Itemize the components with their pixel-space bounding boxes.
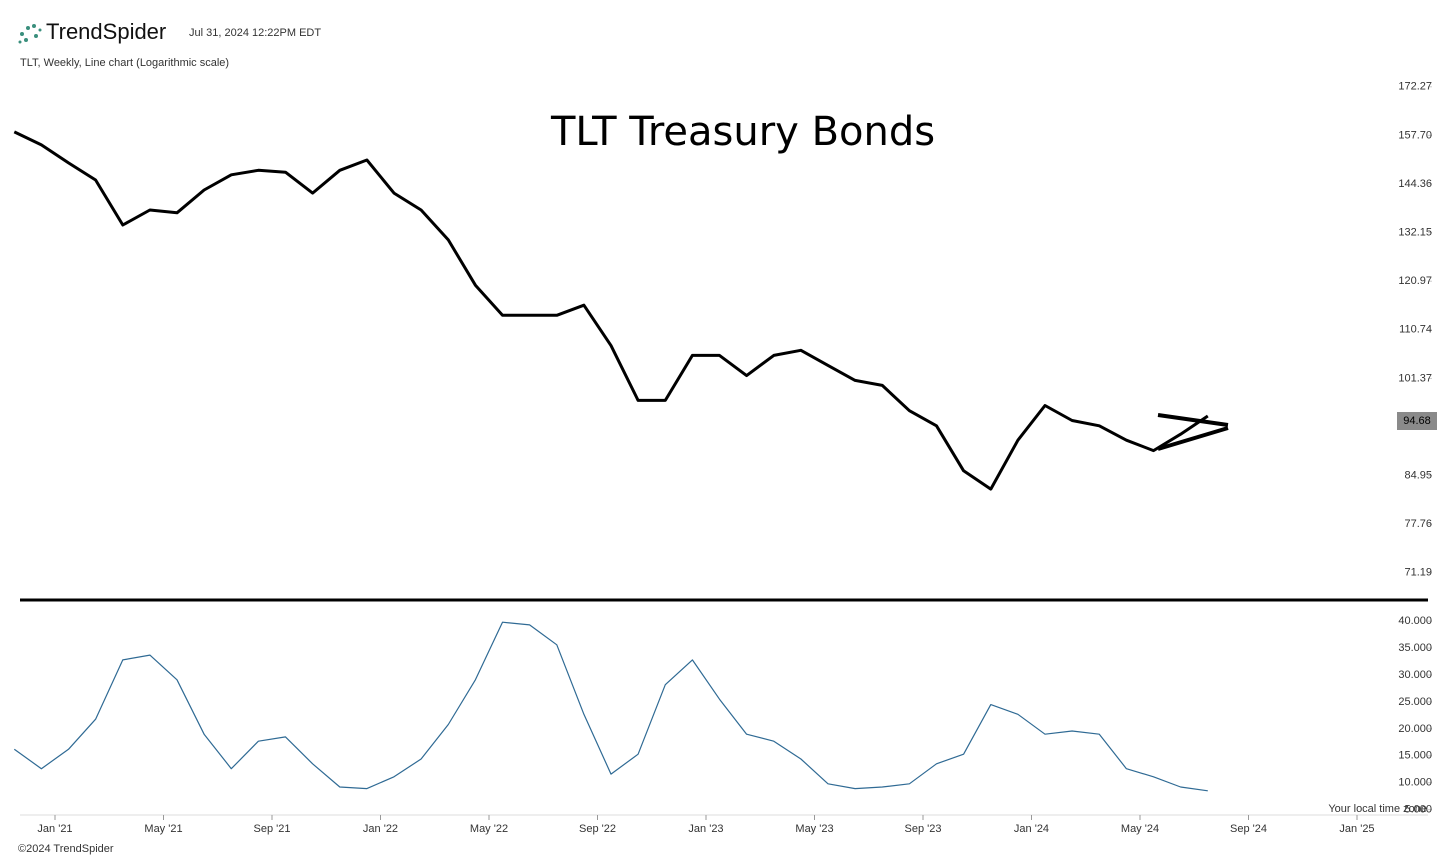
- y-tick-label: 20.000: [1398, 723, 1432, 735]
- y-tick-label: 120.97: [1398, 275, 1432, 287]
- y-tick-label: 30.000: [1398, 669, 1432, 681]
- y-tick-label: 101.37: [1398, 372, 1432, 384]
- y-tick-label: 110.74: [1399, 324, 1432, 336]
- y-tick-label: 84.95: [1404, 470, 1432, 482]
- x-tick-label: May '23: [795, 823, 833, 835]
- chart-title: TLT Treasury Bonds: [550, 109, 935, 155]
- x-tick-label: May '22: [470, 823, 508, 835]
- x-tick-label: Sep '23: [905, 823, 942, 835]
- series-line: [13, 130, 1209, 491]
- timestamp: Jul 31, 2024 12:22PM EDT: [189, 27, 321, 39]
- y-tick-label: 172.27: [1398, 81, 1432, 93]
- y-tick-label: 144.36: [1398, 178, 1432, 190]
- x-tick-label: Jan '22: [363, 823, 398, 835]
- y-tick-label: 5.000: [1404, 804, 1432, 816]
- x-tick-label: Jan '24: [1014, 823, 1049, 835]
- x-tick-label: May '24: [1121, 823, 1159, 835]
- y-tick-label: 10.000: [1398, 777, 1432, 789]
- y-tick-label: 40.000: [1398, 615, 1432, 627]
- x-tick-label: Sep '21: [254, 823, 291, 835]
- y-tick-label: 35.000: [1398, 642, 1432, 654]
- y-tick-label: 71.19: [1404, 567, 1432, 579]
- brand: TrendSpider: [46, 19, 166, 44]
- logo-icon: [18, 24, 42, 44]
- price-tag-label: 94.68: [1403, 415, 1431, 427]
- y-tick-label: 25.000: [1398, 696, 1432, 708]
- description: TLT, Weekly, Line chart (Logarithmic sca…: [20, 57, 229, 69]
- price-tag: [1397, 412, 1437, 430]
- triangle-pattern: [1157, 413, 1229, 451]
- x-tick-label: Jan '23: [688, 823, 723, 835]
- x-tick-label: Sep '24: [1230, 823, 1267, 835]
- x-tick-label: May '21: [144, 823, 182, 835]
- x-tick-label: Jan '21: [37, 823, 72, 835]
- series-line: [13, 621, 1208, 792]
- timezone-note: Your local time zone: [1328, 803, 1427, 815]
- x-tick-label: Jan '25: [1339, 823, 1374, 835]
- y-tick-label: 157.70: [1398, 129, 1432, 141]
- y-tick-label: 77.76: [1404, 518, 1432, 530]
- x-tick-label: Sep '22: [579, 823, 616, 835]
- y-tick-label: 15.000: [1398, 750, 1432, 762]
- copyright: ©2024 TrendSpider: [18, 843, 114, 855]
- y-tick-label: 132.15: [1398, 227, 1432, 239]
